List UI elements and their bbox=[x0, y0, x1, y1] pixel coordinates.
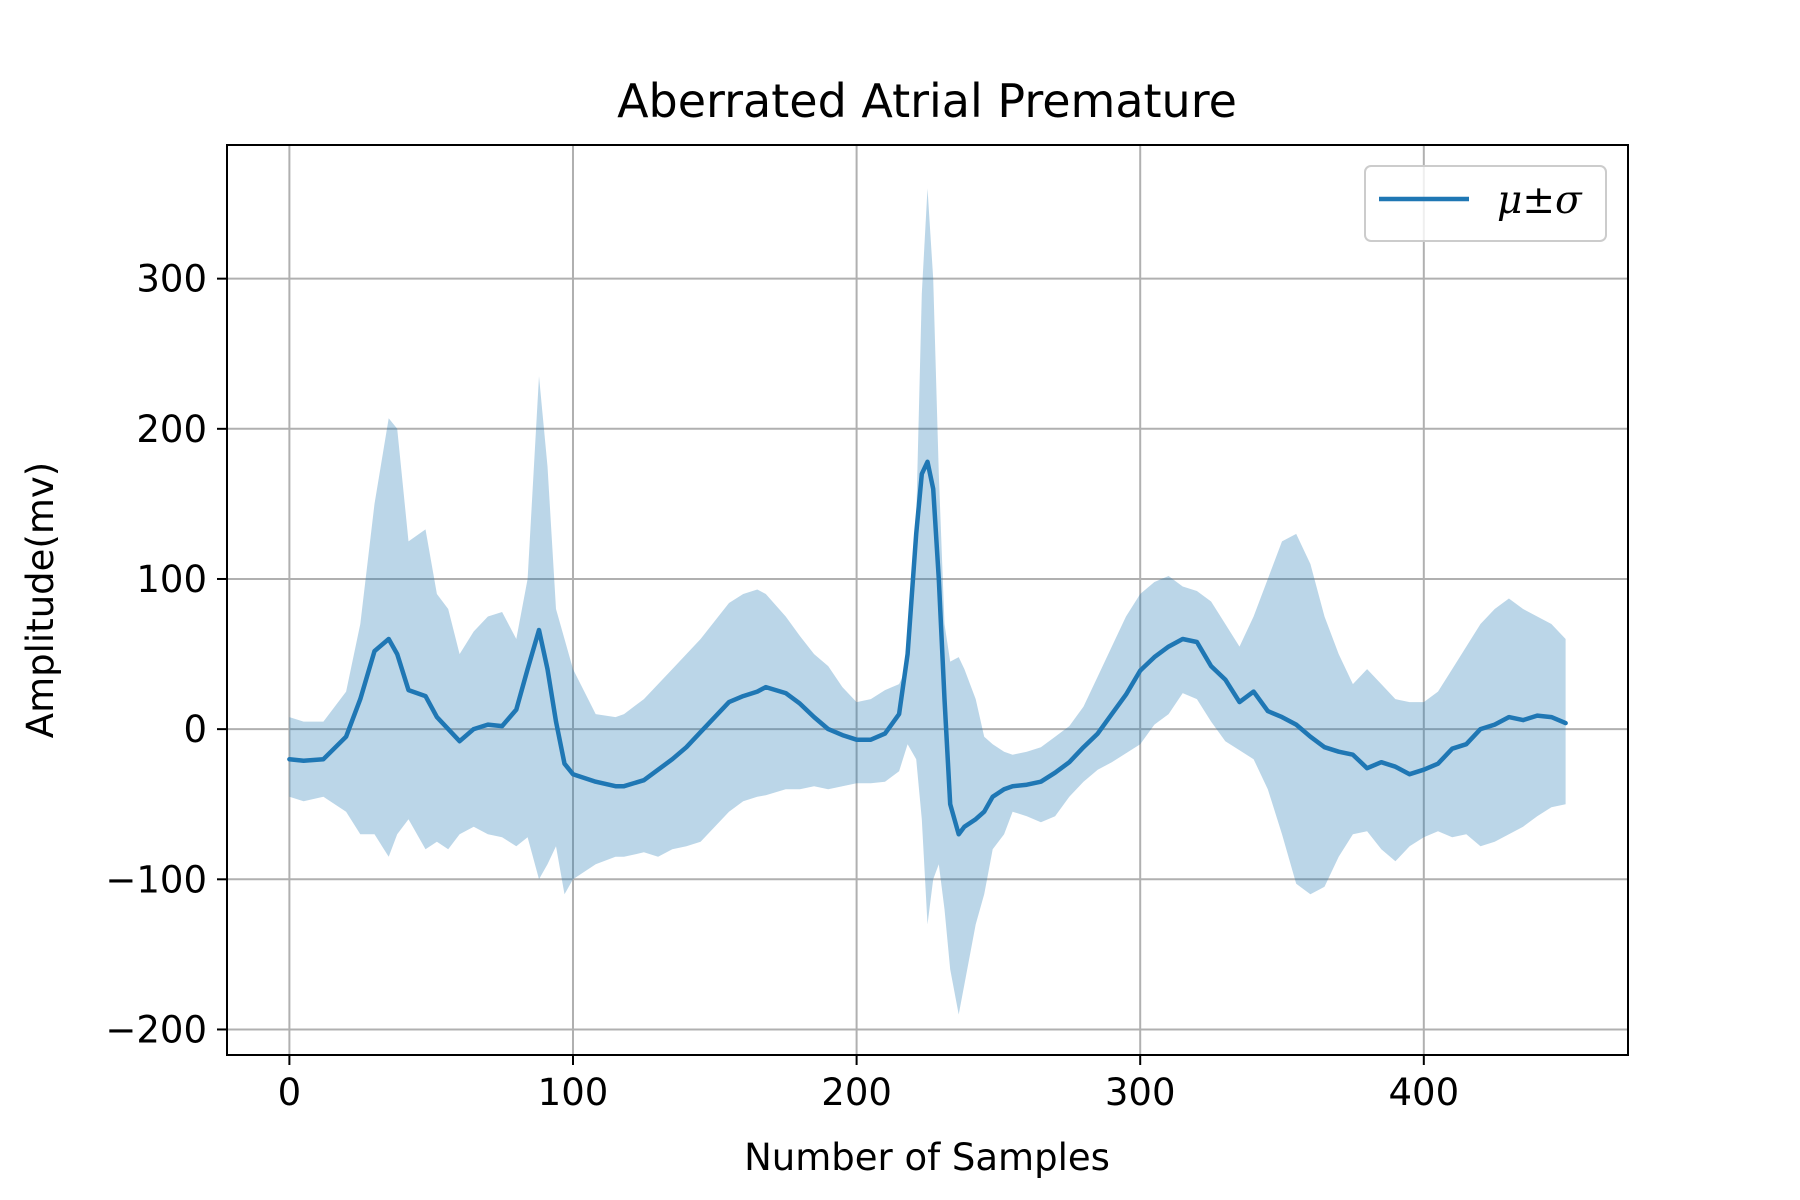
legend: μ±σ bbox=[1364, 165, 1607, 242]
y-axis-title: Amplitude(mv) bbox=[19, 462, 62, 738]
x-tick-label: 0 bbox=[278, 1071, 302, 1114]
x-tick-label: 400 bbox=[1388, 1071, 1459, 1114]
y-tick-label: −100 bbox=[105, 858, 207, 901]
y-tick-label: −200 bbox=[105, 1008, 207, 1051]
mean-line-layer bbox=[287, 459, 1568, 837]
y-tick-label: 300 bbox=[136, 258, 207, 301]
sigma-band-layer bbox=[289, 188, 1566, 1015]
y-tick-label: 100 bbox=[136, 558, 207, 601]
y-axis-ticks: −200 −100 0 100 200 300 bbox=[105, 258, 227, 1051]
x-axis-title: Number of Samples bbox=[744, 1136, 1110, 1179]
grid-lines bbox=[227, 145, 1628, 1055]
legend-label: μ±σ bbox=[1497, 178, 1583, 223]
x-tick-label: 100 bbox=[538, 1071, 609, 1114]
y-tick-label: 200 bbox=[136, 408, 207, 451]
mean-line bbox=[287, 459, 1568, 837]
plot-frame bbox=[226, 144, 1629, 1056]
x-tick-label: 300 bbox=[1105, 1071, 1176, 1114]
y-tick-label: 0 bbox=[183, 708, 207, 751]
x-tick-label: 200 bbox=[821, 1071, 892, 1114]
sigma-band bbox=[289, 188, 1566, 1015]
x-axis-ticks: 0 100 200 300 400 bbox=[278, 1055, 1459, 1114]
legend-box bbox=[1364, 165, 1607, 242]
chart-title: Aberrated Atrial Premature bbox=[617, 74, 1237, 128]
